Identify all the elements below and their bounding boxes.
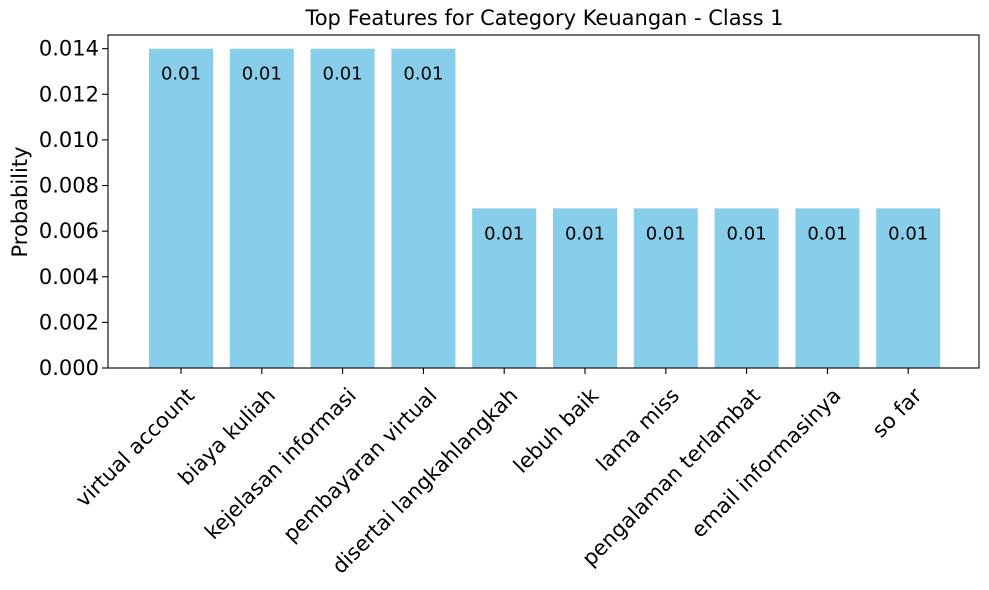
y-tick-label: 0.010 [39, 128, 99, 152]
bar [229, 48, 294, 368]
x-tick-label: email informasinya [687, 383, 846, 542]
y-tick-label: 0.002 [39, 310, 99, 334]
bars-layer [149, 48, 941, 368]
y-tick-label: 0.004 [39, 265, 99, 289]
bar [553, 208, 617, 368]
x-tick-label: lebuh baik [509, 383, 604, 478]
bar-value-label: 0.01 [161, 64, 201, 85]
y-tick-label: 0.014 [39, 37, 99, 61]
bar [795, 208, 860, 368]
bar-value-label: 0.01 [323, 64, 363, 85]
plot-area-frame [107, 34, 980, 369]
chart-title: Top Features for Category Keuangan - Cla… [304, 6, 783, 30]
x-tick-label: so far [868, 383, 927, 442]
y-tick-label: 0.012 [39, 82, 99, 106]
bar [472, 208, 537, 368]
bar [310, 48, 375, 368]
y-axis-label: Probability [8, 146, 32, 257]
bar [714, 208, 779, 368]
bar-value-label: 0.01 [646, 223, 686, 244]
bar-labels-layer: 0.01 0.01 0.01 0.01 0.01 0.01 0.01 0.01 0.01 0.01 [161, 64, 928, 245]
bar-value-label: 0.01 [242, 64, 282, 85]
bar [876, 208, 941, 368]
y-tick-label: 0.006 [39, 219, 99, 243]
bar [391, 48, 456, 368]
x-tick-label: pembayaran virtual [278, 383, 441, 546]
bar-value-label: 0.01 [807, 223, 847, 244]
x-tick-label: kejelasan informasi [200, 383, 361, 544]
y-tick-label: 0.000 [39, 356, 99, 380]
bar [633, 208, 698, 368]
bar [149, 48, 213, 368]
bar-value-label: 0.01 [484, 223, 524, 244]
bar-value-label: 0.01 [565, 223, 605, 244]
bar-value-label: 0.01 [403, 64, 443, 85]
y-tick-label: 0.008 [39, 174, 99, 198]
bar-value-label: 0.01 [888, 223, 928, 244]
x-tick-label: virtual account [71, 383, 199, 511]
bar-value-label: 0.01 [727, 223, 767, 244]
y-axis: 0.000 0.002 0.004 0.006 0.008 0.010 0.012 0.014 [39, 37, 108, 380]
